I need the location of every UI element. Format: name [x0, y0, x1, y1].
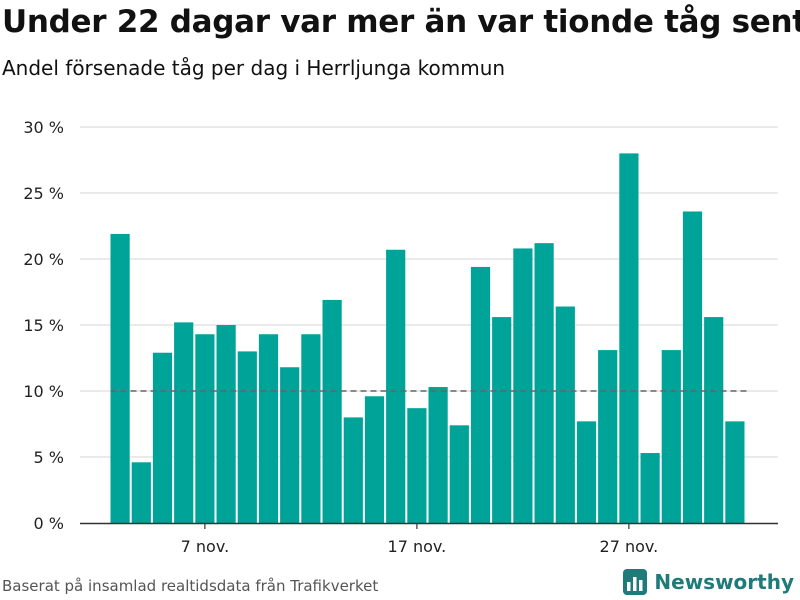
x-tick-label: 17 nov.	[388, 537, 447, 556]
bar	[470, 266, 491, 523]
y-tick-label: 30 %	[23, 118, 64, 137]
bar	[386, 249, 406, 523]
bar	[534, 243, 554, 523]
y-tick-label: 0 %	[34, 514, 64, 533]
bar	[449, 425, 469, 523]
bars	[110, 153, 745, 524]
bar	[131, 462, 151, 523]
y-tick-label: 25 %	[23, 184, 64, 203]
y-axis-labels: 0 % 5 % 10 % 15 % 20 % 25 % 30 %	[23, 118, 64, 533]
x-axis-labels: 7 nov. 17 nov. 27 nov.	[181, 523, 659, 556]
bar	[555, 306, 575, 523]
bar	[174, 322, 194, 523]
x-tick-label: 7 nov.	[181, 537, 230, 556]
y-tick-label: 5 %	[34, 448, 64, 467]
chart-subtitle: Andel försenade tåg per dag i Herrljunga…	[2, 56, 506, 80]
x-tick-label: 27 nov.	[600, 537, 659, 556]
bar	[322, 299, 342, 523]
bar	[682, 211, 703, 524]
bar	[110, 233, 130, 524]
y-tick-label: 15 %	[23, 316, 64, 335]
bar	[258, 334, 279, 523]
bar	[598, 350, 618, 523]
bar	[576, 421, 597, 523]
bar	[343, 417, 363, 523]
bar	[216, 325, 236, 523]
bar	[280, 367, 300, 523]
bar	[640, 453, 660, 523]
brand: Newsworthy	[622, 568, 794, 596]
bar-chart: 0 % 5 % 10 % 15 % 20 % 25 % 30 % 7 nov. 17 nov.…	[23, 118, 778, 556]
brand-name: Newsworthy	[654, 570, 794, 594]
bar	[661, 350, 681, 523]
y-tick-label: 20 %	[23, 250, 64, 269]
y-tick-label: 10 %	[23, 382, 64, 401]
bar	[725, 421, 745, 523]
bar	[619, 153, 639, 523]
bar	[195, 334, 215, 523]
bar	[301, 334, 321, 523]
bar	[407, 408, 427, 523]
source-note: Baserat på insamlad realtidsdata från Tr…	[2, 577, 379, 595]
bar	[428, 387, 448, 523]
chart-title: Under 22 dagar var mer än var tionde tåg…	[2, 4, 800, 40]
bar	[704, 317, 724, 523]
bar	[152, 352, 173, 523]
bar-chart-logo-icon	[623, 569, 648, 595]
bar	[492, 317, 512, 523]
bar	[237, 351, 257, 523]
bar	[364, 396, 385, 523]
bar	[513, 248, 533, 523]
